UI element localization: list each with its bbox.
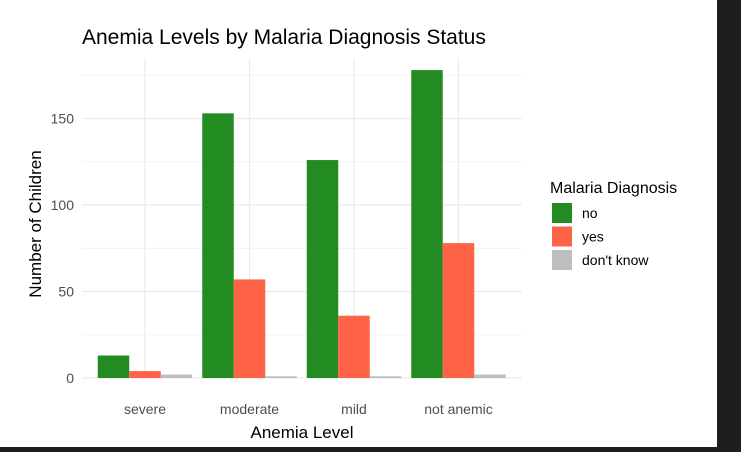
bar-moderate-yes [233, 279, 266, 378]
bar-mild-no [306, 160, 339, 378]
x-tick-label: moderate [220, 401, 279, 417]
legend: Malaria Diagnosis no yes don't know [550, 180, 677, 270]
x-axis-title: Anemia Level [250, 423, 353, 442]
bar-moderate-no [202, 113, 234, 378]
x-tick-labels: severe moderate mild not anemic [124, 401, 493, 417]
legend-title: Malaria Diagnosis [550, 180, 677, 197]
chart-title: Anemia Levels by Malaria Diagnosis Statu… [82, 26, 486, 49]
window-edge [717, 0, 741, 452]
bar-severe-don-t-know [160, 374, 193, 378]
legend-items: no yes don't know [552, 203, 649, 270]
legend-swatch [552, 203, 572, 223]
legend-swatch [552, 250, 572, 270]
bar-mild-yes [338, 315, 370, 378]
legend-label: yes [582, 229, 604, 245]
bar-severe-yes [129, 371, 161, 378]
bars [97, 70, 506, 379]
bar-mild-don-t-know [369, 376, 402, 378]
bar-not-anemic-yes [442, 243, 475, 378]
y-tick-label: 100 [51, 197, 75, 213]
bar-not-anemic-no [411, 70, 443, 379]
y-tick-label: 50 [58, 284, 74, 300]
x-tick-label: mild [341, 401, 367, 417]
y-tick-label: 150 [51, 111, 75, 127]
legend-swatch [552, 226, 572, 247]
legend-label: don't know [582, 252, 649, 268]
y-axis-title: Number of Children [26, 150, 45, 297]
y-tick-label: 0 [66, 370, 74, 386]
y-tick-labels: 0 50 100 150 [51, 111, 75, 386]
bar-not-anemic-don-t-know [474, 374, 506, 378]
legend-label: no [582, 205, 598, 221]
bar-severe-no [97, 355, 130, 378]
bar-moderate-don-t-know [265, 376, 297, 378]
bar-chart: Anemia Levels by Malaria Diagnosis Statu… [26, 26, 677, 442]
x-tick-label: severe [124, 401, 166, 417]
x-tick-label: not anemic [424, 401, 492, 417]
chart-panel: Anemia Levels by Malaria Diagnosis Statu… [0, 0, 717, 447]
